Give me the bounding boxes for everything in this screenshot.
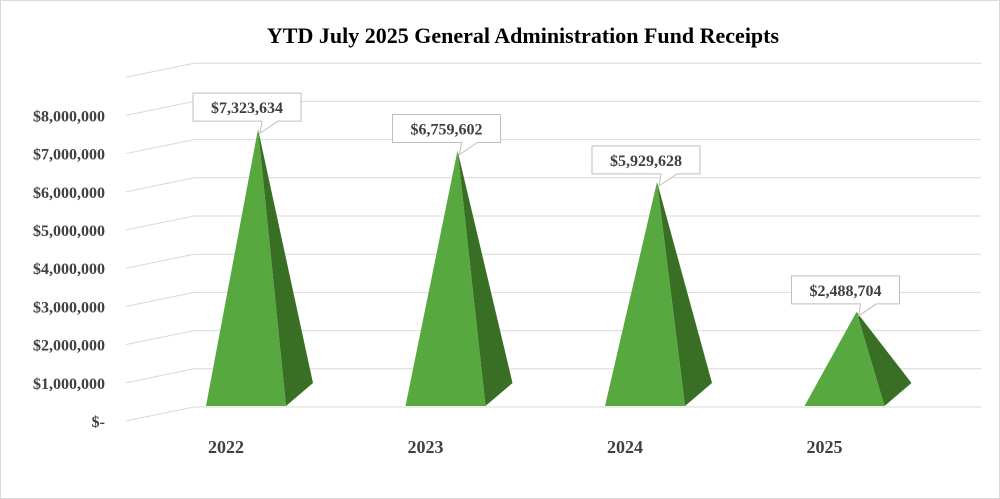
pyramid-side-2024 <box>657 181 712 406</box>
y-tick-label: $5,000,000 <box>33 223 105 240</box>
y-tick-label: $8,000,000 <box>33 108 105 125</box>
data-label-callout <box>791 275 900 317</box>
pyramid-2023 <box>405 150 486 406</box>
gridline-diagonal <box>125 330 195 346</box>
gridline-diagonal <box>125 177 195 193</box>
gridline-diagonal <box>125 215 195 231</box>
pyramid-2024 <box>605 181 685 406</box>
gridlines <box>125 62 981 422</box>
x-tick-label: 2024 <box>607 437 643 457</box>
y-tick-label: $4,000,000 <box>33 261 105 278</box>
data-label-callout <box>591 145 701 187</box>
data-label: $7,323,634 <box>211 100 283 117</box>
pyramid-side-2025 <box>856 311 912 406</box>
data-label: $6,759,602 <box>411 121 483 138</box>
data-label-callout <box>392 113 501 156</box>
gridline-diagonal <box>125 291 195 307</box>
pyramid-side-2022 <box>258 129 313 407</box>
pyramid-2022 <box>206 129 286 407</box>
gridline-diagonal <box>125 253 195 269</box>
y-tick-label: $6,000,000 <box>33 185 105 202</box>
gridline-diagonal <box>125 406 195 422</box>
data-label: $2,488,704 <box>810 283 882 300</box>
chart-title: YTD July 2025 General Administration Fun… <box>267 23 780 48</box>
y-tick-label: $3,000,000 <box>33 299 105 316</box>
pyramid-side-2023 <box>457 150 513 406</box>
gridline-diagonal <box>125 62 195 78</box>
y-tick-label: $7,000,000 <box>33 147 105 164</box>
y-axis-ticks: $- $1,000,000 $2,000,000 $3,000,000 $4,000,0… <box>33 108 105 431</box>
gridline-diagonal <box>125 139 195 155</box>
data-label: $5,929,628 <box>610 153 682 170</box>
pyramids: $7,323,634 $6,759,602 $5,929,628 $2,488,704 <box>192 92 912 407</box>
x-tick-label: 2022 <box>208 437 244 457</box>
data-label-callout <box>192 92 302 135</box>
x-tick-label: 2025 <box>807 437 843 457</box>
gridline-diagonal <box>125 100 195 116</box>
y-tick-label: $1,000,000 <box>33 376 105 393</box>
gridline-diagonal <box>125 368 195 384</box>
pyramid-2025 <box>804 311 885 406</box>
y-tick-label: $- <box>92 414 105 431</box>
x-axis-labels: 2022 2023 2024 2025 <box>208 437 843 457</box>
y-tick-label: $2,000,000 <box>33 338 105 355</box>
x-tick-label: 2023 <box>408 437 444 457</box>
